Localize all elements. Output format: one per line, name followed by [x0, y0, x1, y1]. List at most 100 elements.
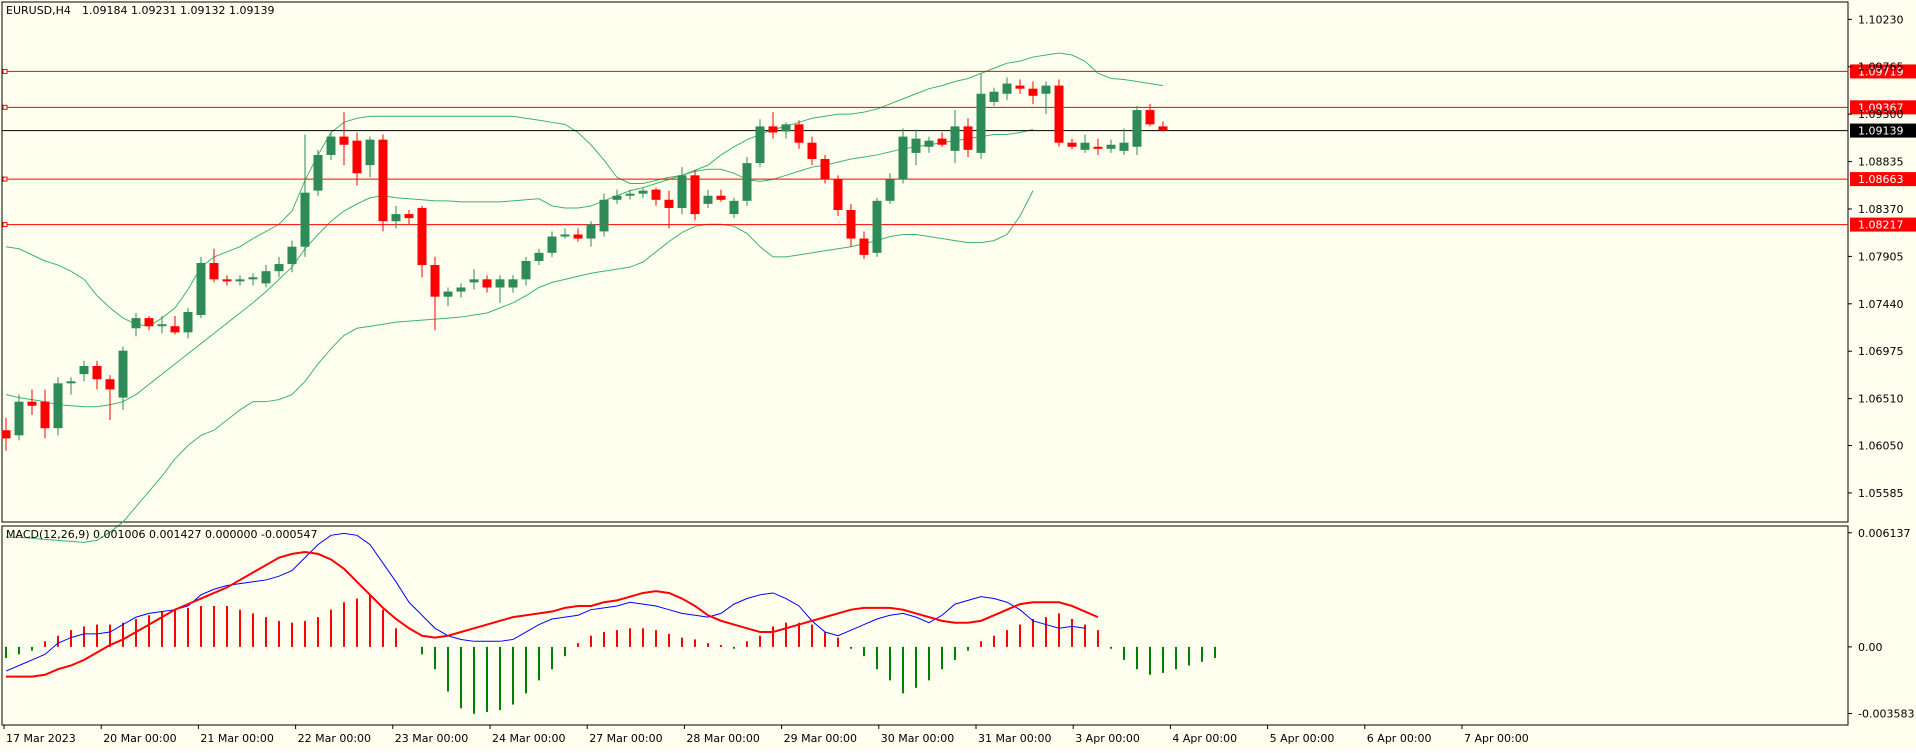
- time-tick-label: 7 Apr 00:00: [1464, 732, 1529, 745]
- candle-body: [28, 402, 37, 406]
- candle-body: [392, 214, 401, 221]
- macd-tick-label: 0.00: [1858, 641, 1883, 654]
- candle-body: [67, 381, 76, 383]
- candle-body: [470, 279, 479, 282]
- candle-body: [522, 261, 531, 279]
- candle-body: [314, 155, 323, 191]
- candle-body: [366, 140, 375, 165]
- time-tick-label: 30 Mar 00:00: [881, 732, 954, 745]
- candle-body: [977, 94, 986, 153]
- candle-body: [678, 175, 687, 208]
- candle-body: [119, 351, 128, 398]
- level-handle[interactable]: [3, 69, 7, 73]
- candle-body: [574, 234, 583, 238]
- candle-body: [782, 124, 791, 131]
- price-tick-label: 1.08835: [1858, 156, 1904, 169]
- candle-body: [847, 210, 856, 239]
- time-tick-label: 29 Mar 00:00: [784, 732, 857, 745]
- candle-body: [886, 179, 895, 200]
- level-handle[interactable]: [3, 223, 7, 227]
- candle-body: [418, 208, 427, 265]
- time-tick-label: 6 Apr 00:00: [1367, 732, 1432, 745]
- macd-label: MACD(12,26,9) 0.001006 0.001427 0.000000…: [6, 528, 317, 541]
- candle-body: [951, 126, 960, 150]
- time-tick-label: 5 Apr 00:00: [1270, 732, 1335, 745]
- candle-body: [561, 234, 570, 236]
- price-tick-label: 1.06050: [1858, 440, 1904, 453]
- candle-body: [899, 137, 908, 180]
- symbol-label: EURUSD,H4: [6, 4, 71, 17]
- macd-tick-label: 0.006137: [1858, 527, 1911, 540]
- candle-body: [223, 279, 232, 281]
- candle-body: [860, 239, 869, 255]
- candle-body: [275, 264, 284, 271]
- candle-body: [379, 140, 388, 222]
- candle-body: [1159, 126, 1168, 130]
- level-handle[interactable]: [3, 177, 7, 181]
- candle-body: [912, 139, 921, 153]
- candle-body: [236, 279, 245, 281]
- candle-body: [327, 137, 336, 155]
- candle-body: [717, 196, 726, 200]
- candle-body: [1042, 86, 1051, 94]
- candle-body: [821, 159, 830, 179]
- candle-body: [548, 237, 557, 253]
- time-tick-label: 17 Mar 2023: [6, 732, 76, 745]
- candle-body: [1094, 147, 1103, 149]
- candle-body: [431, 265, 440, 297]
- level-handle[interactable]: [3, 105, 7, 109]
- candle-body: [249, 277, 258, 279]
- price-tick-label: 1.07440: [1858, 298, 1904, 311]
- price-tick-label: 1.10230: [1858, 13, 1904, 26]
- candle-body: [496, 279, 505, 287]
- candle-body: [106, 379, 115, 389]
- time-tick-label: 28 Mar 00:00: [686, 732, 759, 745]
- time-tick-label: 22 Mar 00:00: [298, 732, 371, 745]
- candle-body: [54, 383, 63, 428]
- candle-body: [613, 196, 622, 200]
- time-tick-label: 27 Mar 00:00: [589, 732, 662, 745]
- price-tick-label: 1.05585: [1858, 487, 1904, 500]
- price-tick-label: 1.06975: [1858, 345, 1904, 358]
- price-tick-label: 1.09300: [1858, 108, 1904, 121]
- candle-body: [262, 271, 271, 283]
- time-tick-label: 23 Mar 00:00: [395, 732, 468, 745]
- candle-body: [405, 214, 414, 218]
- time-tick-label: 3 Apr 00:00: [1075, 732, 1140, 745]
- time-tick-label: 21 Mar 00:00: [200, 732, 273, 745]
- candle-body: [834, 179, 843, 210]
- candle-body: [288, 247, 297, 264]
- candle-body: [301, 193, 310, 247]
- candle-body: [652, 190, 661, 200]
- price-tick-label: 1.06510: [1858, 393, 1904, 406]
- candle-body: [665, 200, 674, 208]
- candle-body: [639, 191, 648, 194]
- price-tick-label: 1.09765: [1858, 61, 1904, 74]
- candle-body: [990, 92, 999, 102]
- candle-body: [535, 253, 544, 261]
- level-price-label: 1.08663: [1858, 173, 1904, 186]
- candle-body: [483, 279, 492, 287]
- candle-body: [210, 263, 219, 279]
- candle-body: [132, 318, 141, 328]
- candle-body: [457, 287, 466, 291]
- time-tick-label: 24 Mar 00:00: [492, 732, 565, 745]
- price-tick-label: 1.08370: [1858, 203, 1904, 216]
- candle-body: [15, 402, 24, 436]
- candle-body: [938, 139, 947, 145]
- candle-body: [1029, 89, 1038, 96]
- candle-body: [730, 201, 739, 214]
- candle-body: [353, 141, 362, 174]
- candle-body: [93, 366, 102, 379]
- candle-body: [1016, 86, 1025, 89]
- candle-body: [145, 318, 154, 326]
- price-tick-label: 1.07905: [1858, 250, 1904, 263]
- candle-body: [444, 292, 453, 297]
- candle-body: [704, 196, 713, 204]
- time-tick-label: 4 Apr 00:00: [1172, 732, 1237, 745]
- time-tick-label: 31 Mar 00:00: [978, 732, 1051, 745]
- candle-body: [1146, 110, 1155, 124]
